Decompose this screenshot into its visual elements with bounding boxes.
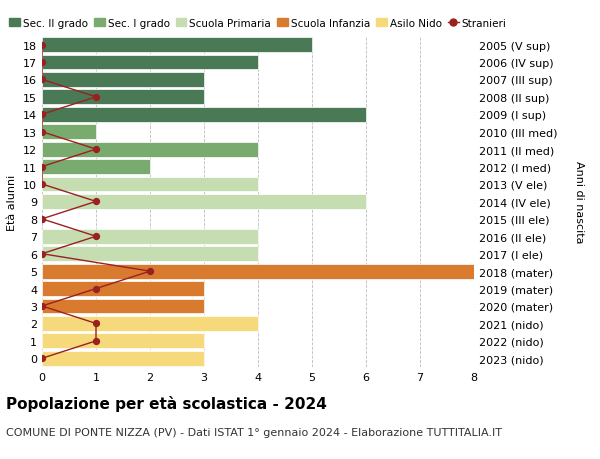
Point (91, 320, 101, 327)
Legend: Sec. II grado, Sec. I grado, Scuola Primaria, Scuola Infanzia, Asilo Nido, Stran: Sec. II grado, Sec. I grado, Scuola Prim… (5, 14, 511, 33)
Point (91, 146, 101, 153)
Point (37, 59, 47, 67)
Point (37, 181, 47, 188)
Point (37, 216, 47, 223)
Point (91, 198, 101, 206)
Text: Popolazione per età scolastica - 2024: Popolazione per età scolastica - 2024 (6, 395, 327, 411)
Bar (42, 177, 258, 192)
Bar (42, 351, 204, 366)
Point (145, 268, 155, 275)
Text: COMUNE DI PONTE NIZZA (PV) - Dati ISTAT 1° gennaio 2024 - Elaborazione TUTTITALI: COMUNE DI PONTE NIZZA (PV) - Dati ISTAT … (6, 427, 502, 437)
Bar (42, 73, 204, 88)
Y-axis label: Anni di nascita: Anni di nascita (574, 161, 584, 243)
Point (37, 77, 47, 84)
Bar (42, 281, 204, 297)
Bar (42, 90, 204, 105)
Bar (42, 195, 366, 209)
Bar (42, 230, 258, 244)
Point (37, 42, 47, 49)
Bar (42, 142, 258, 157)
Y-axis label: Età alunni: Età alunni (7, 174, 17, 230)
Point (37, 129, 47, 136)
Bar (42, 56, 258, 70)
Point (91, 233, 101, 241)
Point (37, 112, 47, 119)
Bar (42, 316, 258, 331)
Bar (42, 160, 150, 174)
Point (37, 251, 47, 258)
Bar (42, 247, 258, 262)
Point (91, 285, 101, 292)
Point (37, 163, 47, 171)
Point (91, 337, 101, 345)
Point (37, 302, 47, 310)
Bar (42, 107, 366, 123)
Bar (42, 264, 474, 279)
Bar (42, 125, 96, 140)
Bar (42, 334, 204, 348)
Bar (42, 38, 312, 53)
Point (91, 94, 101, 101)
Point (37, 355, 47, 362)
Bar (42, 299, 204, 313)
